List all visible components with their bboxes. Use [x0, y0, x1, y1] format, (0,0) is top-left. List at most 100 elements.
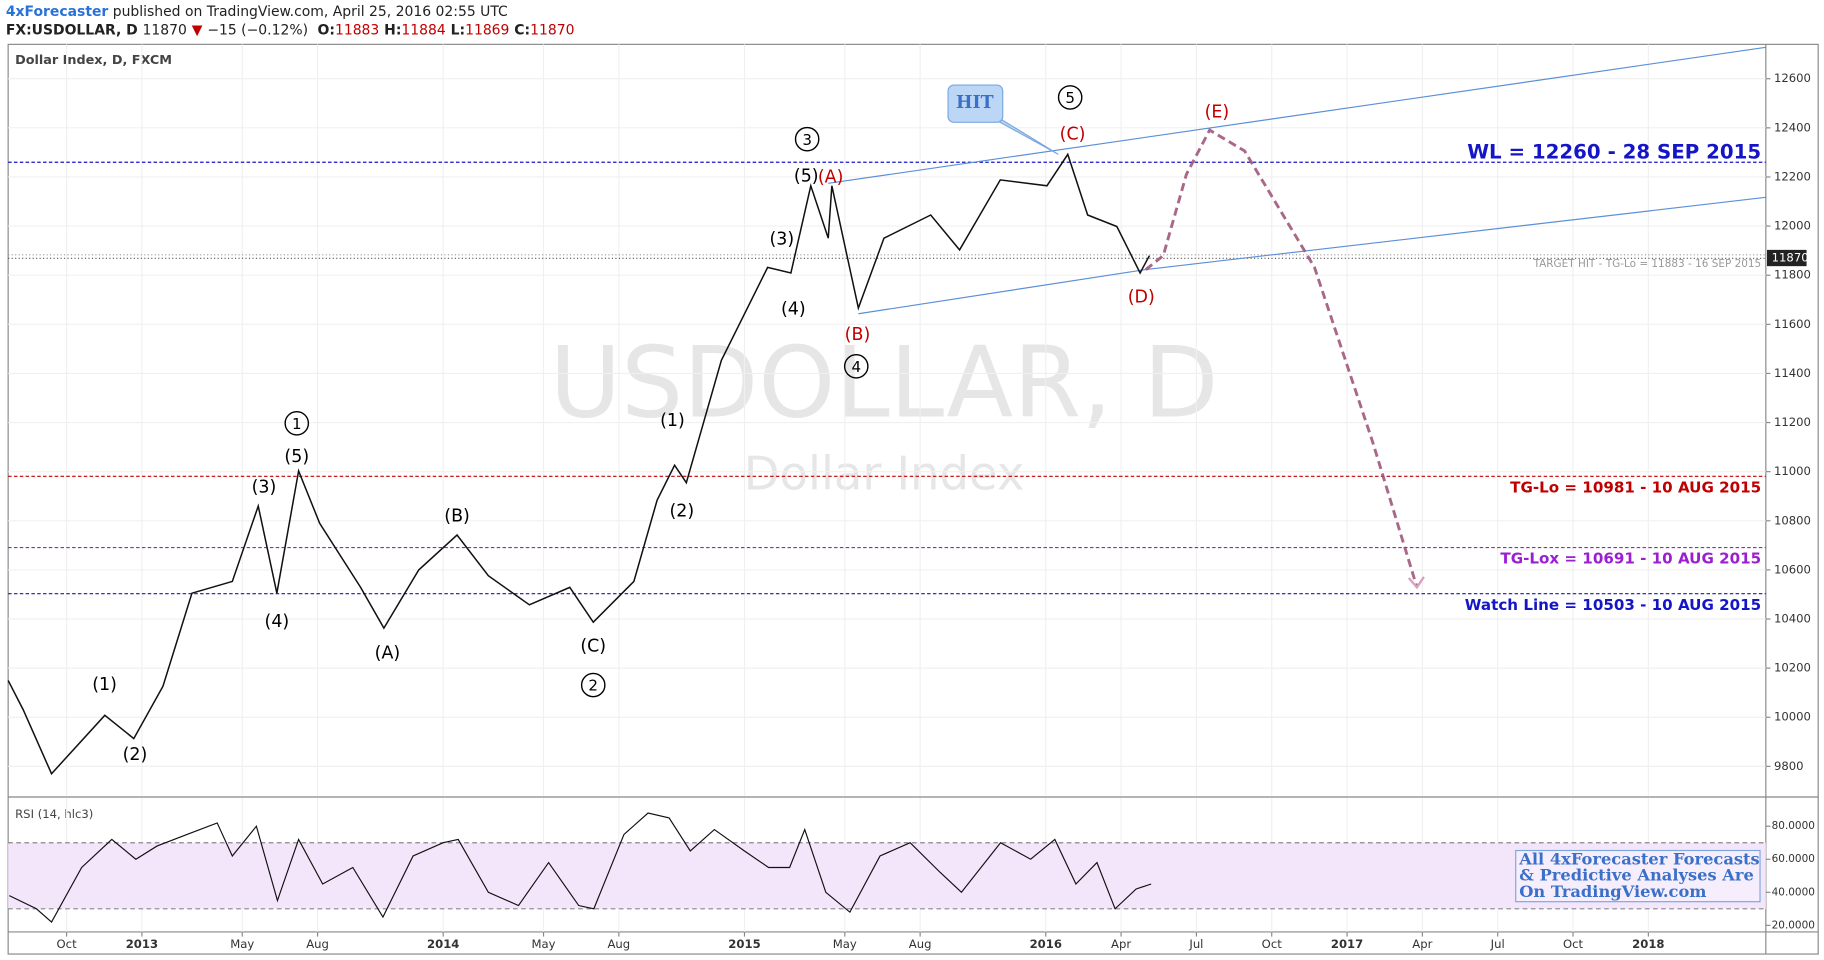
last-price-box — [1767, 249, 1807, 267]
c-value: 11870 — [530, 22, 574, 38]
pane-title: Dollar Index, D, FXCM — [15, 53, 172, 68]
h-value: 11884 — [401, 22, 445, 38]
callout-text: HIT — [956, 93, 994, 113]
x-tick-label: 2018 — [1632, 937, 1664, 951]
x-tick-label: 2013 — [126, 937, 158, 951]
wave-label: (4) — [781, 299, 806, 319]
trendline — [828, 46, 1766, 184]
y-tick-label: 10400 — [1774, 612, 1811, 626]
change: −15 (−0.12%) — [207, 22, 308, 38]
y-tick-label: 12600 — [1774, 71, 1811, 85]
wave-label: (A) — [375, 644, 401, 664]
wave-label: (5) — [794, 166, 819, 186]
rsi-title: RSI (14, hlc3) — [15, 807, 93, 821]
note-line: All 4xForecaster Forecasts — [1518, 849, 1759, 868]
wave-label: (E) — [1205, 103, 1230, 123]
y-tick-label: 10200 — [1774, 661, 1811, 675]
wave-circle — [794, 126, 820, 152]
wave-label: (C) — [1060, 125, 1086, 145]
level-label: Watch Line = 10503 - 10 AUG 2015 — [1465, 596, 1761, 614]
x-tick-label: Oct — [57, 937, 78, 951]
y-tick-label: 11800 — [1774, 268, 1811, 282]
wave-label: (2) — [669, 502, 694, 522]
x-tick-label: May — [833, 937, 857, 951]
note-line: On TradingView.com — [1519, 882, 1706, 901]
l-label: L: — [451, 22, 465, 38]
header-line: 4xForecaster published on TradingView.co… — [6, 4, 508, 20]
wave-label: (D) — [1128, 287, 1155, 307]
wave-label: (5) — [284, 447, 309, 467]
rsi-tick-label: 80.0000 — [1772, 820, 1815, 832]
wave-label: (C) — [580, 637, 606, 657]
wave-circle — [580, 672, 606, 698]
watermark: USDOLLAR, D — [550, 327, 1219, 441]
y-tick-label: 11000 — [1774, 464, 1811, 478]
o-value: 11883 — [335, 22, 379, 38]
x-tick-label: 2017 — [1331, 937, 1363, 951]
symbol-line: FX:USDOLLAR, D 11870 ▼ −15 (−0.12%) O:11… — [6, 22, 575, 38]
x-tick-label: Aug — [306, 937, 329, 951]
wave-circle — [843, 353, 869, 379]
last: 11870 — [143, 22, 187, 38]
y-tick-label: 12000 — [1774, 219, 1811, 233]
author-link[interactable]: 4xForecaster — [6, 4, 109, 20]
y-tick-label: 11400 — [1774, 366, 1811, 380]
y-tick-label: 11200 — [1774, 415, 1811, 429]
note-line: & Predictive Analyses Are — [1519, 866, 1754, 885]
x-tick-label: 2015 — [728, 937, 760, 951]
x-tick-label: Apr — [1412, 937, 1432, 951]
price-line — [7, 152, 1151, 776]
y-tick-label: 10000 — [1774, 710, 1811, 724]
l-value: 11869 — [465, 22, 509, 38]
watermark-subtitle: Dollar Index — [744, 447, 1025, 501]
h-label: H: — [384, 22, 401, 38]
wave-label: (B) — [444, 506, 470, 526]
wave-label: (3) — [769, 229, 794, 249]
y-tick-label: 10800 — [1774, 513, 1811, 527]
x-tick-label: Oct — [1262, 937, 1283, 951]
published: published on TradingView.com, April 25, … — [108, 4, 507, 20]
x-tick-label: Oct — [1563, 937, 1584, 951]
trendline — [858, 268, 1146, 315]
x-tick-label: 2016 — [1030, 937, 1062, 951]
y-tick-label: 12200 — [1774, 169, 1811, 183]
o-label: O: — [318, 22, 335, 38]
wave-circle — [284, 410, 310, 436]
x-tick-label: May — [230, 937, 254, 951]
wave-label: (2) — [123, 745, 148, 765]
note-box — [1515, 849, 1761, 903]
level-label: TG-Lo = 10981 - 10 AUG 2015 — [1510, 478, 1761, 496]
wave-label: (B) — [845, 325, 871, 345]
rsi-band — [8, 842, 1766, 909]
rsi-tick-label: 60.0000 — [1772, 853, 1815, 865]
frame — [7, 43, 1819, 955]
level-label: TG-Lox = 10691 - 10 AUG 2015 — [1500, 550, 1761, 568]
c-label: C: — [514, 22, 530, 38]
x-tick-label: Jul — [1490, 937, 1505, 951]
wave-label: 3 — [802, 131, 812, 149]
wave-label: 4 — [851, 358, 861, 376]
y-tick-label: 11600 — [1774, 317, 1811, 331]
wave-label: (4) — [265, 612, 290, 632]
x-tick-label: Apr — [1111, 937, 1131, 951]
wave-label: 5 — [1065, 89, 1075, 107]
callout-box — [947, 84, 1004, 123]
wave-label: 1 — [292, 415, 302, 433]
level-label: WL = 12260 - 28 SEP 2015 — [1467, 140, 1761, 163]
x-tick-label: May — [532, 937, 556, 951]
forecast-path — [1144, 128, 1419, 588]
x-tick-label: Aug — [607, 937, 630, 951]
wave-label: (1) — [92, 675, 117, 695]
rsi-line — [9, 812, 1152, 923]
y-tick-label: 12400 — [1774, 120, 1811, 134]
y-tick-label: 10600 — [1774, 562, 1811, 576]
x-tick-label: Jul — [1188, 937, 1203, 951]
arrow: ▼ — [192, 22, 203, 38]
wave-circle — [1057, 85, 1083, 110]
rsi-tick-label: 20.0000 — [1772, 919, 1815, 931]
rsi-tick-label: 40.0000 — [1772, 886, 1815, 898]
forecast-arrowhead — [1407, 576, 1425, 590]
y-tick-label: 9800 — [1774, 759, 1804, 773]
